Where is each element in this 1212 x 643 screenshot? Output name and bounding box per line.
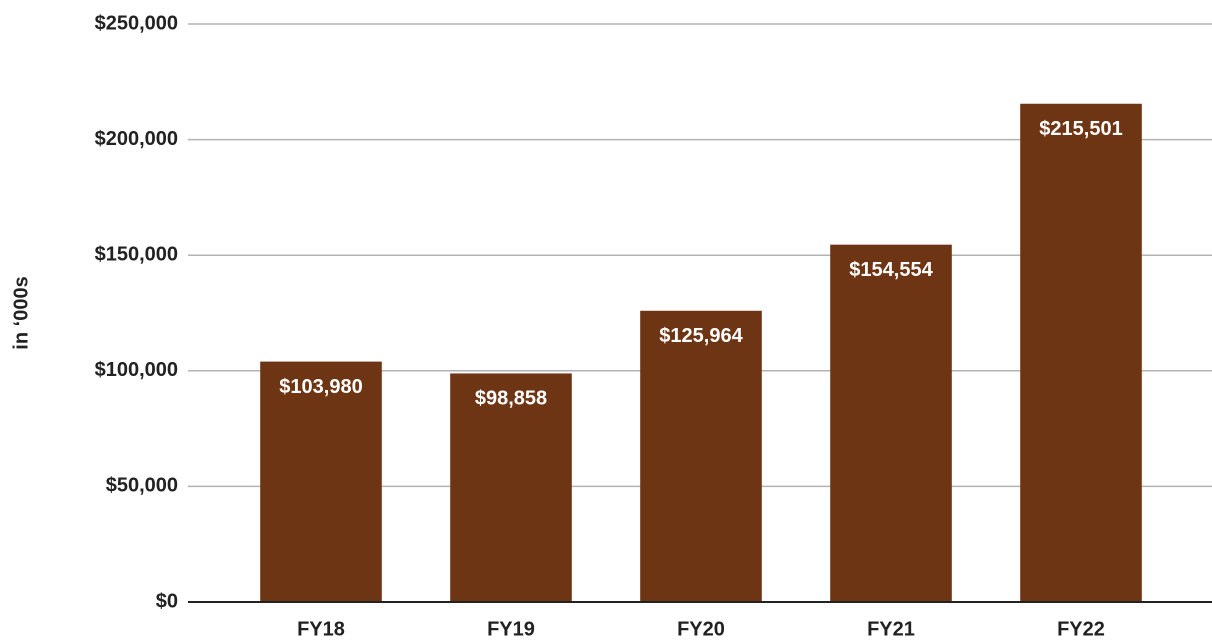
y-tick-label: $50,000 xyxy=(106,475,178,497)
bar xyxy=(830,244,952,603)
x-tick-label: FY22 xyxy=(1057,618,1105,640)
y-tick-label: $250,000 xyxy=(95,12,178,34)
data-label: $103,980 xyxy=(279,376,362,398)
x-tick-label: FY18 xyxy=(297,618,345,640)
bar xyxy=(450,373,572,602)
x-tick-label: FY21 xyxy=(867,618,915,640)
data-label: $98,858 xyxy=(475,388,547,410)
bar xyxy=(640,310,762,602)
data-label: $215,501 xyxy=(1039,118,1122,140)
data-label: $125,964 xyxy=(659,325,743,347)
y-tick-label: $0 xyxy=(156,590,178,612)
y-tick-label: $200,000 xyxy=(95,128,178,150)
bar xyxy=(1020,103,1142,602)
data-label: $154,554 xyxy=(849,259,933,281)
y-axis-label: in ‘000s xyxy=(10,276,32,349)
bar xyxy=(260,361,382,602)
y-tick-label: $100,000 xyxy=(95,359,178,381)
x-tick-label: FY20 xyxy=(677,618,725,640)
y-tick-label: $150,000 xyxy=(95,243,178,265)
x-tick-label: FY19 xyxy=(487,618,535,640)
